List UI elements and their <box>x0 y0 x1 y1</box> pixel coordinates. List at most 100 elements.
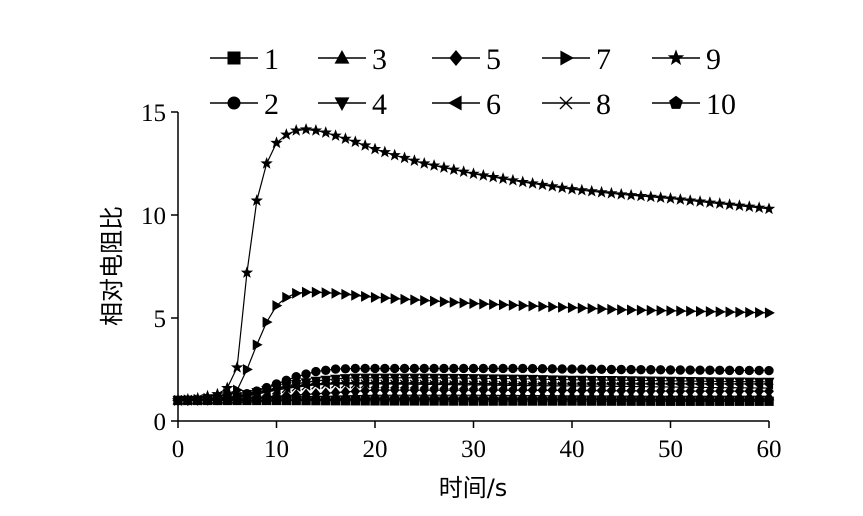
data-point-series-8 <box>655 382 666 392</box>
data-point-series-10 <box>202 395 213 405</box>
data-point-series-4 <box>418 373 430 384</box>
legend-item-2: 2 <box>210 88 279 121</box>
data-point-series-4 <box>389 373 401 384</box>
data-point-series-9 <box>309 124 323 136</box>
data-point-series-10 <box>626 394 637 404</box>
x-tick-label: 60 <box>757 436 782 463</box>
data-point-series-2 <box>626 364 636 375</box>
data-point-series-9 <box>437 161 451 173</box>
data-point-series-10 <box>478 394 489 404</box>
data-point-series-10 <box>182 395 193 405</box>
data-point-series-7 <box>587 303 598 314</box>
data-point-series-9 <box>752 201 766 214</box>
data-point-series-8 <box>675 382 686 392</box>
data-point-series-8 <box>587 381 597 391</box>
data-point-series-2 <box>587 364 597 374</box>
legend-marker <box>448 95 462 111</box>
data-point-series-4 <box>477 374 489 385</box>
data-point-series-9 <box>339 132 352 145</box>
data-point-series-9 <box>280 128 293 140</box>
data-point-series-10 <box>419 394 430 404</box>
data-point-series-10 <box>675 394 686 404</box>
data-point-series-10 <box>389 394 400 404</box>
data-point-series-9 <box>703 196 717 208</box>
data-point-series-7 <box>558 301 569 313</box>
data-point-series-7 <box>459 297 470 309</box>
data-point-series-7 <box>548 301 559 313</box>
data-point-series-7 <box>449 296 460 308</box>
data-point-series-2 <box>350 363 360 374</box>
data-point-series-9 <box>221 381 234 394</box>
data-point-series-9 <box>467 167 480 180</box>
data-point-series-7 <box>636 304 647 316</box>
data-point-series-8 <box>724 383 735 393</box>
data-point-series-8 <box>636 381 646 392</box>
data-point-series-7 <box>242 364 253 375</box>
data-point-series-8 <box>498 380 508 390</box>
data-point-series-9 <box>290 124 303 136</box>
data-point-series-8 <box>744 383 754 393</box>
legend-item-1: 1 <box>210 43 279 76</box>
data-point-series-7 <box>567 302 578 314</box>
legend-marker <box>227 96 241 110</box>
legend-item-6: 6 <box>432 88 501 121</box>
legend-marker <box>449 50 463 66</box>
data-point-series-7 <box>400 293 411 305</box>
data-point-series-4 <box>399 373 411 384</box>
data-point-series-2 <box>537 364 548 374</box>
legend-item-10: 10 <box>652 88 736 121</box>
data-point-series-4 <box>468 374 479 385</box>
data-point-series-9 <box>546 179 559 192</box>
legend-item-3: 3 <box>318 43 387 76</box>
legend-item-5: 5 <box>432 43 501 76</box>
data-point-series-4 <box>517 374 529 385</box>
y-axis-label: 相对电阻比 <box>98 206 126 326</box>
data-point-series-8 <box>695 382 705 393</box>
data-point-series-4 <box>507 374 519 385</box>
legend-label: 1 <box>264 43 279 76</box>
data-point-series-7 <box>764 307 775 319</box>
data-point-series-8 <box>330 379 341 389</box>
data-point-series-2 <box>715 365 725 376</box>
data-point-series-10 <box>261 394 272 405</box>
data-point-series-2 <box>429 363 439 374</box>
data-point-series-10 <box>232 395 243 405</box>
data-point-series-7 <box>666 305 677 317</box>
data-point-series-8 <box>705 382 715 393</box>
data-point-series-7 <box>301 286 312 298</box>
data-point-series-10 <box>645 394 656 404</box>
data-point-series-10 <box>310 394 321 404</box>
data-point-series-7 <box>233 384 243 396</box>
data-point-series-9 <box>427 159 441 171</box>
data-point-series-9 <box>516 175 529 188</box>
data-point-series-8 <box>458 380 469 390</box>
data-point-series-8 <box>646 382 656 392</box>
data-point-series-7 <box>272 300 283 312</box>
data-point-series-10 <box>429 394 440 404</box>
data-point-series-2 <box>311 366 321 377</box>
data-point-series-8 <box>468 380 479 390</box>
data-point-series-8 <box>350 379 360 389</box>
data-point-series-4 <box>448 373 460 384</box>
data-point-series-10 <box>744 394 755 404</box>
data-point-series-10 <box>606 394 617 404</box>
data-point-series-10 <box>399 394 410 404</box>
data-point-series-2 <box>567 364 577 374</box>
data-point-series-10 <box>448 394 459 404</box>
data-point-series-8 <box>557 381 567 391</box>
data-point-series-9 <box>634 189 648 202</box>
x-tick-label: 0 <box>172 436 185 463</box>
legend-item-9: 9 <box>652 43 721 76</box>
data-point-series-9 <box>260 157 273 169</box>
data-point-series-2 <box>321 365 331 376</box>
data-point-series-2 <box>695 365 705 375</box>
data-point-series-7 <box>341 288 352 300</box>
data-point-series-8 <box>271 385 282 395</box>
series-10 <box>173 394 774 405</box>
data-point-series-8 <box>527 380 538 391</box>
data-point-series-2 <box>370 363 380 374</box>
data-point-series-10 <box>350 394 361 404</box>
data-point-series-7 <box>390 293 401 305</box>
data-point-series-8 <box>537 381 548 391</box>
legend-label: 7 <box>596 43 611 76</box>
